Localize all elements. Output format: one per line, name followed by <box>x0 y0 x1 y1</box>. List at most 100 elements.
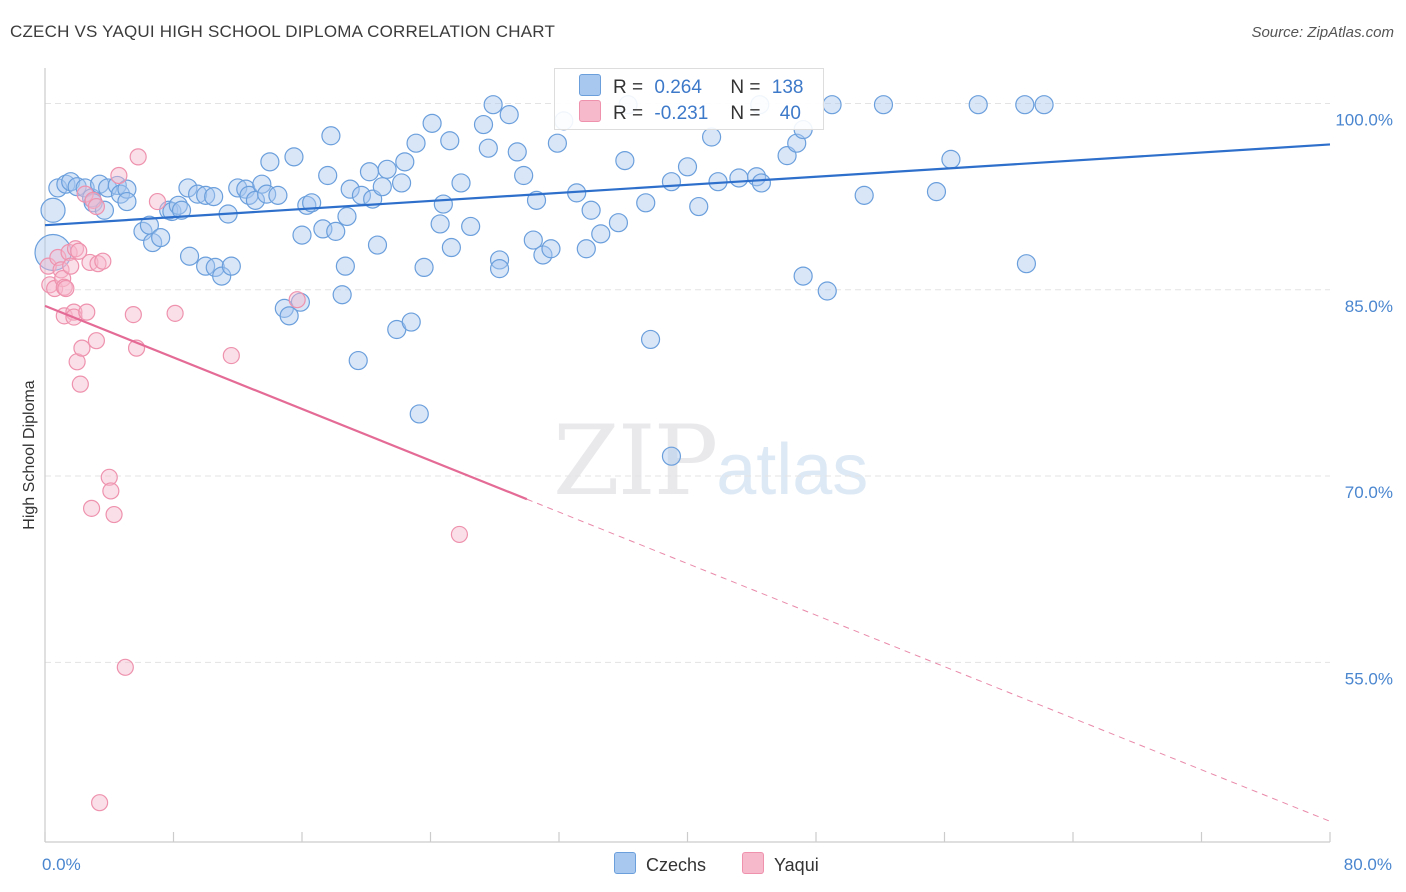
legend-row-yaqui: R = -0.231 N = 40 <box>579 100 801 126</box>
czechs-point <box>332 285 352 305</box>
yaqui-r-label: R = <box>613 103 644 124</box>
yaqui-point <box>71 375 89 393</box>
x-tick-label-max: 80.0% <box>1344 855 1392 874</box>
axis-labels: High School Diploma 0.0% 80.0% 55.0% 70.0… <box>21 110 1393 874</box>
czechs-trend-line <box>44 143 1331 227</box>
czechs-point <box>430 214 450 234</box>
czechs-r-label: R = <box>613 77 644 98</box>
czechs-point <box>591 224 611 244</box>
czechs-point <box>941 149 961 169</box>
legend-item-czechs: Czechs <box>614 852 706 876</box>
czechs-point <box>640 329 661 350</box>
yaqui-point <box>222 346 240 365</box>
trend-lines <box>44 143 1331 822</box>
czechs-point <box>451 173 471 193</box>
czechs-point <box>636 193 656 213</box>
yaqui-point <box>87 197 106 216</box>
legend-row-czechs: R = 0.264 N = 138 <box>579 74 803 100</box>
yaqui-point <box>129 148 147 166</box>
czechs-point <box>822 95 842 115</box>
czechs-point <box>171 200 192 220</box>
czechs-point <box>514 165 534 186</box>
czechs-point <box>284 147 304 167</box>
yaqui-point <box>148 192 167 211</box>
czechs-point <box>677 157 698 177</box>
yaqui-point <box>100 468 118 486</box>
yaqui-n-label: N = <box>730 103 761 124</box>
czechs-point <box>212 266 232 286</box>
czechs-point <box>441 237 461 258</box>
yaqui-point <box>116 658 134 676</box>
czechs-point <box>279 306 299 326</box>
czechs-point <box>581 200 601 220</box>
czechs-n-label: N = <box>730 77 761 98</box>
czechs-swatch <box>579 74 601 96</box>
yaqui-n-value: 40 <box>779 103 801 124</box>
yaqui-point <box>52 261 70 279</box>
y-tick-label: 55.0% <box>1345 669 1393 688</box>
czechs-point <box>473 114 494 135</box>
czechs-point <box>359 162 380 182</box>
yaqui-point <box>288 291 306 309</box>
y-tick-label: 100.0% <box>1335 110 1393 129</box>
yaqui-point <box>94 252 112 270</box>
czechs-point <box>541 239 561 259</box>
yaqui-point <box>110 166 128 185</box>
watermark: ZIPatlas <box>553 405 868 517</box>
yaqui-trend-extension <box>526 498 1331 822</box>
yaqui-point <box>62 257 80 275</box>
czechs-point <box>40 197 66 223</box>
yaqui-point <box>73 339 91 357</box>
czechs-point <box>377 159 397 179</box>
czechs-point <box>110 184 131 204</box>
yaqui-point <box>102 482 120 500</box>
yaqui-point <box>91 794 109 812</box>
czechs-point <box>523 230 543 250</box>
czechs-point <box>196 185 216 205</box>
czechs-r-value: 0.264 <box>654 77 702 98</box>
czechs-point <box>507 142 527 162</box>
czechs-point <box>409 404 429 424</box>
watermark-zip: ZIP <box>553 405 718 517</box>
czechs-point <box>968 95 988 115</box>
czechs-point <box>926 182 947 202</box>
chart-title: CZECH VS YAQUI HIGH SCHOOL DIPLOMA CORRE… <box>10 22 556 41</box>
czechs-point <box>367 235 388 255</box>
czechs-point <box>547 133 567 153</box>
czechs-point <box>576 239 596 259</box>
yaqui-swatch <box>579 100 601 122</box>
czechs-point <box>729 168 749 188</box>
czechs-point <box>326 221 346 241</box>
czechs-n-value: 138 <box>771 77 804 98</box>
yaqui-point <box>54 269 72 288</box>
czechs-point <box>260 152 280 172</box>
czechs-point <box>422 113 442 133</box>
czechs-legend-label: Czechs <box>646 855 707 875</box>
yaqui-point <box>82 499 101 517</box>
czechs-point <box>873 95 894 115</box>
y-tick-label: 70.0% <box>1345 483 1393 502</box>
watermark-atlas: atlas <box>716 430 869 510</box>
czechs-point <box>318 165 338 186</box>
czechs-point <box>401 312 421 332</box>
czechs-point <box>179 246 200 266</box>
czechs-legend-swatch <box>614 852 636 874</box>
czechs-point <box>701 127 722 147</box>
czechs-point <box>268 185 288 205</box>
czechs-point <box>817 281 837 301</box>
czechs-point <box>252 174 272 194</box>
yaqui-point <box>78 303 96 321</box>
czechs-point <box>661 446 682 466</box>
yaqui-point <box>450 525 469 544</box>
czechs-point <box>61 172 81 192</box>
czechs-point <box>440 131 460 151</box>
czechs-point <box>499 105 519 125</box>
legend-item-yaqui: Yaqui <box>742 852 819 876</box>
yaqui-points <box>39 148 469 812</box>
czechs-point <box>608 213 629 233</box>
source-label: Source: ZipAtlas.com <box>1251 24 1394 41</box>
czechs-point <box>461 216 481 237</box>
czechs-point <box>187 184 208 204</box>
czechs-point <box>348 350 368 371</box>
